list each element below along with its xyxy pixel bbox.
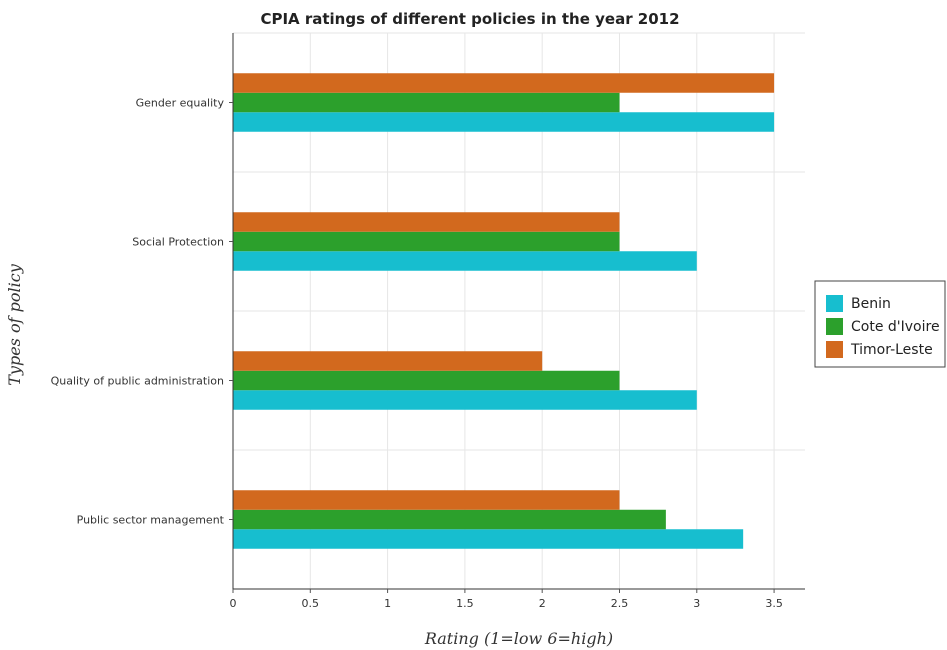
bar [233,509,666,530]
x-tick-label: 1.5 [456,597,474,610]
axes [232,33,805,590]
y-tick-label: Gender equality [136,97,225,110]
legend-label: Cote d'Ivoire [851,319,940,335]
bar [233,112,775,132]
legend-label: Timor-Leste [850,342,933,358]
x-tick-label: 1 [384,597,391,610]
bar [233,251,697,271]
legend-swatch [826,295,843,312]
bar [233,212,620,232]
x-tick-label: 0 [230,597,237,610]
bar [233,92,620,113]
y-axis-label: Types of policy [5,263,24,385]
y-tick-label: Public sector management [77,514,225,527]
bar [233,390,697,410]
chart-title: CPIA ratings of different policies in th… [260,10,679,28]
x-axis-label: Rating (1=low 6=high) [424,629,613,648]
bar [233,370,620,391]
legend: Benin Cote d'Ivoire Timor-Leste [814,280,946,368]
x-tick-label: 2.5 [611,597,629,610]
legend-swatch [826,341,843,358]
bars [233,73,775,549]
x-tick-label: 2 [539,597,546,610]
bar [233,351,543,371]
bar [233,490,620,510]
legend-label: Benin [851,296,891,312]
x-tick-label: 3 [693,597,700,610]
legend-swatch [826,318,843,335]
y-tick-label: Quality of public administration [51,375,224,388]
y-tick-label: Social Protection [132,236,224,249]
bar [233,529,744,549]
ticks: 0 0.5 1 1.5 2 2.5 3 3.5 Gender equality Social Pr… [51,97,783,611]
bar [233,231,620,252]
x-tick-label: 0.5 [302,597,320,610]
bar [233,73,775,93]
x-tick-label: 3.5 [765,597,783,610]
